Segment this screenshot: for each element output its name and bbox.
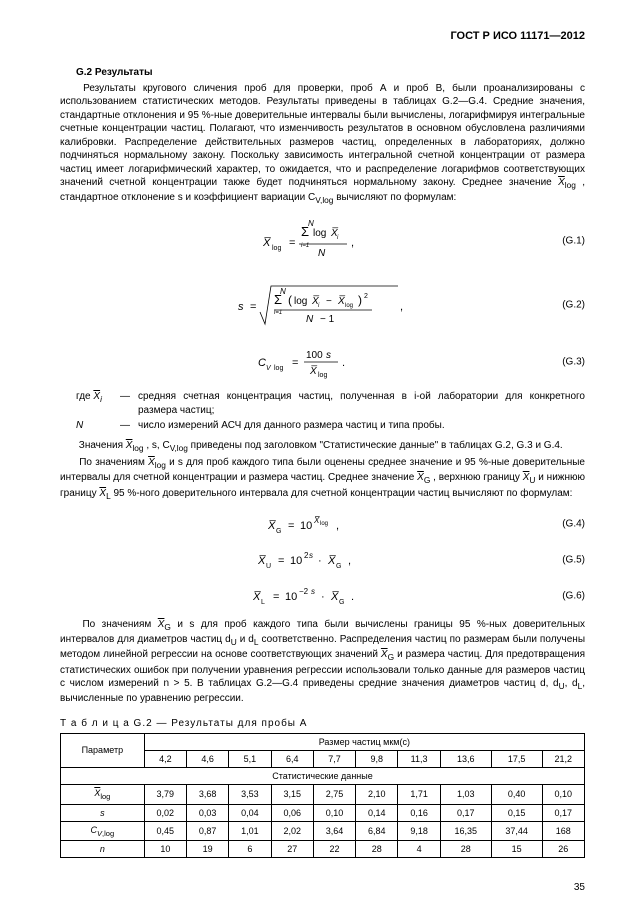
svg-text:10: 10 [285, 591, 297, 603]
svg-text:G: G [336, 563, 341, 570]
svg-text:=: = [278, 555, 284, 567]
svg-text:Σ: Σ [301, 224, 309, 239]
svg-text:=: = [288, 520, 294, 532]
svg-text:N: N [306, 314, 314, 325]
svg-text:−: − [326, 296, 332, 307]
svg-text:− 1: − 1 [320, 314, 335, 325]
paragraph-4: По значениям XG и s для проб каждого тип… [60, 618, 585, 706]
formula-g6: X̅ L = 10 −2 s · X̅ G . (G.6) [60, 582, 585, 610]
svg-text:s: s [309, 551, 313, 560]
svg-text:i: i [318, 303, 320, 309]
col-param: Параметр [61, 733, 145, 767]
where-label: где Xi [60, 390, 112, 417]
svg-text:·: · [321, 591, 325, 603]
page-number: 35 [574, 882, 585, 893]
svg-text:log: log [313, 228, 326, 239]
svg-text:,: , [400, 301, 403, 313]
svg-text:log: log [274, 365, 283, 372]
svg-text:s: s [326, 350, 331, 361]
svg-text:s: s [238, 301, 244, 313]
eq-num-g6: (G.6) [562, 590, 585, 601]
formula-g1: X̅ log = N Σ log X̅ i i=1 N , (G.1) [60, 214, 585, 268]
def2-sym: N [60, 419, 112, 433]
svg-text:i: i [337, 235, 339, 241]
svg-text:,: , [351, 237, 354, 249]
para1-end: вычисляют по формулам: [333, 192, 456, 203]
def1-text: средняя счетная концентрация частиц, пол… [138, 390, 585, 417]
col-size-header: Размер частиц мкм(с) [144, 733, 584, 750]
svg-text:log: log [294, 296, 307, 307]
svg-text:·: · [318, 555, 322, 567]
def2-text: число измерений АСЧ для данного размера … [138, 419, 585, 433]
table-row: CV,log 0,450,871,012,023,646,849,1816,35… [61, 821, 585, 841]
svg-text:.: . [342, 357, 345, 369]
paragraph-1: Результаты кругового сличения проб для п… [60, 82, 585, 207]
svg-text:log: log [345, 303, 353, 309]
formula-g4: X̅ G = 10 X̅ log , (G.4) [60, 510, 585, 538]
svg-text:C: C [258, 357, 266, 369]
para1-text: Результаты кругового сличения проб для п… [60, 83, 585, 189]
svg-text:G: G [339, 599, 344, 606]
cv-sub: V,log [315, 195, 333, 205]
table-caption: Т а б л и ц а G.2 — Результаты для пробы… [60, 718, 585, 729]
document-header: ГОСТ Р ИСО 11171—2012 [60, 30, 585, 42]
svg-text:log: log [320, 521, 328, 527]
svg-text:10: 10 [300, 520, 312, 532]
svg-text:100: 100 [306, 350, 323, 361]
eq-num-g1: (G.1) [562, 236, 585, 247]
svg-text:=: = [250, 301, 256, 313]
section-heading: G.2 Результаты [60, 66, 585, 80]
table-row: Xlog 3,793,683,533,152,752,101,711,030,4… [61, 784, 585, 804]
paragraph-2: Значения Xlog , s, CV,log приведены под … [60, 439, 585, 454]
table-row: s 0,020,030,040,060,100,140,160,170,150,… [61, 804, 585, 821]
table-row: n 101962722284281526 [61, 841, 585, 858]
svg-text:U: U [266, 563, 271, 570]
paragraph-3: По значениям Xlog и s для проб каждого т… [60, 456, 585, 502]
svg-text:,: , [336, 520, 339, 532]
svg-text:=: = [273, 591, 279, 603]
stat-banner: Статистические данные [61, 767, 585, 784]
svg-text:=: = [289, 237, 295, 249]
svg-text:G: G [276, 528, 281, 535]
svg-text:Σ: Σ [274, 292, 282, 307]
svg-text:10: 10 [290, 555, 302, 567]
svg-text:log: log [318, 372, 327, 379]
svg-text:log: log [272, 245, 281, 252]
svg-text:2: 2 [364, 293, 368, 300]
definitions: где Xi — средняя счетная концентрация ча… [60, 390, 585, 433]
svg-text:X̅: X̅ [309, 366, 317, 378]
svg-text:L: L [261, 599, 265, 606]
svg-text:,: , [348, 555, 351, 567]
eq-num-g5: (G.5) [562, 554, 585, 565]
svg-text:−2: −2 [299, 587, 309, 596]
xlog-symbol: X [558, 177, 565, 188]
table-g2: Параметр Размер частиц мкм(с) 4,2 4,6 5,… [60, 733, 585, 859]
svg-text:X̅: X̅ [337, 296, 345, 308]
formula-g3: C V log = 100 s X̅ log . (G.3) [60, 342, 585, 382]
eq-num-g2: (G.2) [562, 300, 585, 311]
svg-text:(: ( [288, 293, 292, 307]
eq-num-g3: (G.3) [562, 357, 585, 368]
svg-text:i=1: i=1 [274, 310, 282, 316]
xlog-sub: log [565, 180, 576, 190]
svg-text:s: s [311, 587, 315, 596]
svg-text:.: . [351, 591, 354, 603]
svg-text:): ) [358, 293, 362, 307]
svg-text:V: V [266, 365, 272, 372]
eq-num-g4: (G.4) [562, 518, 585, 529]
svg-text:X̅: X̅ [263, 237, 272, 249]
svg-text:N: N [318, 248, 326, 259]
formula-g5: X̅ U = 10 2 s · X̅ G , (G.5) [60, 546, 585, 574]
formula-g2: s = N Σ i=1 ( log X̅ i − X̅ log ) 2 N − … [60, 276, 585, 334]
svg-text:=: = [292, 357, 298, 369]
